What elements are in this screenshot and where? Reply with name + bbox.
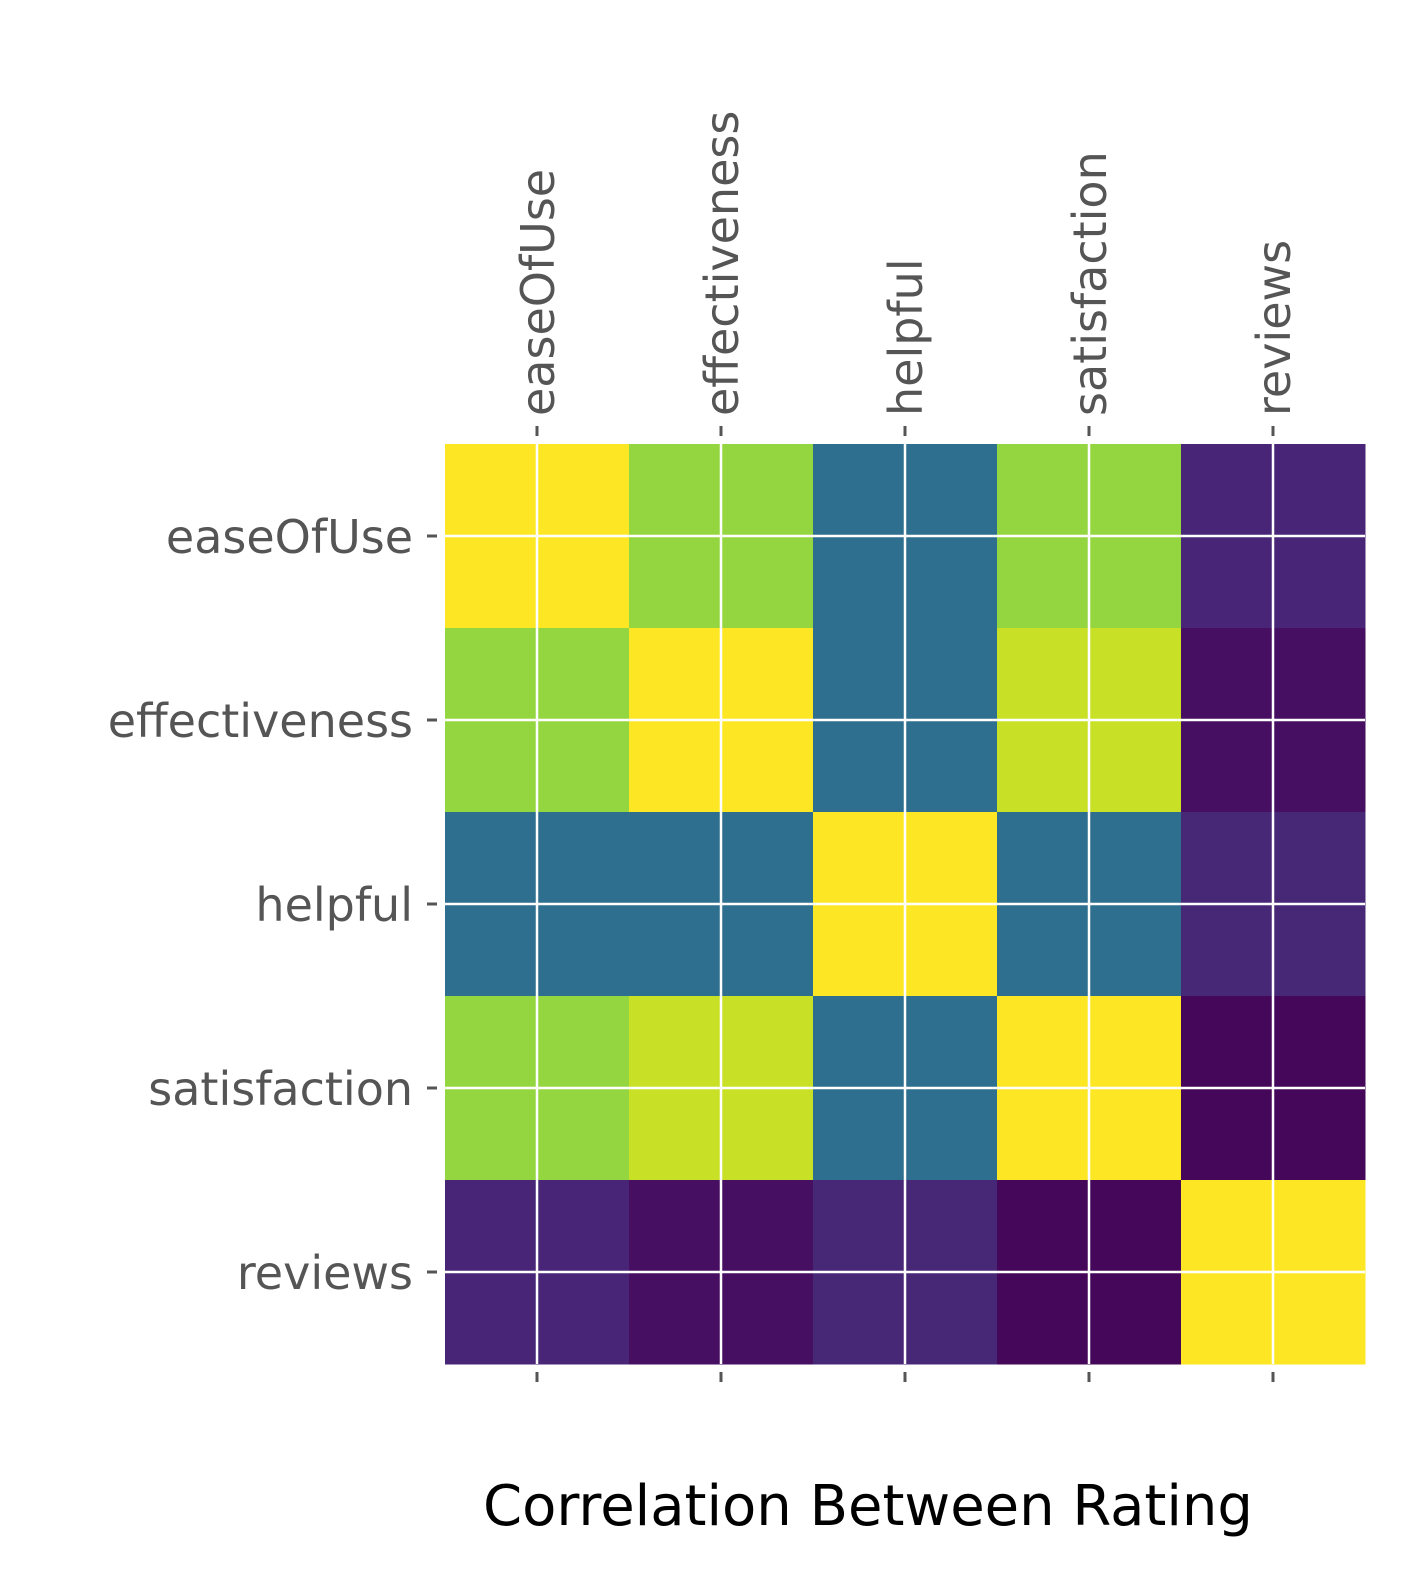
y-tick-label-satisfaction: satisfaction [148,1062,413,1116]
x-tick-label-effectiveness: effectiveness [695,111,749,416]
chart-title: Correlation Between Rating [483,1474,1253,1539]
y-tick-label-easeOfUse: easeOfUse [166,510,413,564]
row-tick-labels: easeOfUse effectiveness helpful satisfactio… [108,510,413,1300]
x-tick-label-satisfaction: satisfaction [1063,151,1117,416]
x-tick-label-easeOfUse: easeOfUse [511,169,565,416]
axis-ticks [427,426,1275,1382]
grid-lines [445,444,1365,1364]
y-tick-label-effectiveness: effectiveness [108,694,413,748]
x-tick-label-reviews: reviews [1247,240,1301,416]
column-tick-labels: easeOfUse effectiveness helpful satisfactio… [511,111,1301,416]
y-tick-label-helpful: helpful [255,878,413,932]
x-tick-label-helpful: helpful [879,258,933,416]
y-tick-label-reviews: reviews [237,1246,413,1300]
